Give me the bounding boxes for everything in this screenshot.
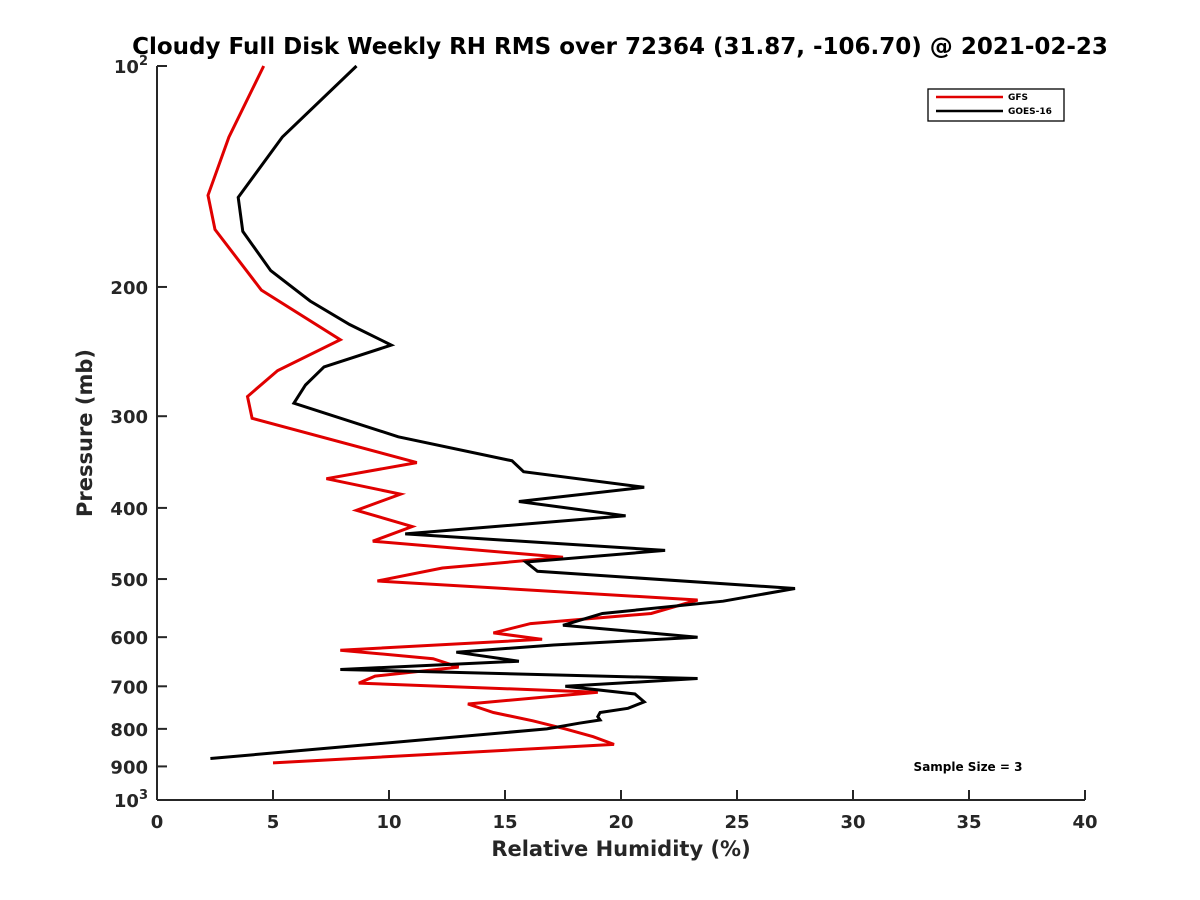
- legend-label-goes-16: GOES-16: [1008, 107, 1052, 117]
- plot-area: 0 5 10 15 20 25 30 35 40 102 200 300 400 500 600 700 800…: [110, 54, 1097, 833]
- y-tick-label: 700: [110, 677, 148, 698]
- x-tick-label: 40: [1072, 812, 1097, 833]
- x-tick-label: 15: [492, 812, 517, 833]
- y-tick-label: 900: [110, 757, 148, 778]
- x-axis-label: Relative Humidity (%): [491, 837, 750, 861]
- x-tick-label: 25: [724, 812, 749, 833]
- sample-size-annotation: Sample Size = 3: [914, 760, 1023, 774]
- y-tick-label: 300: [110, 407, 148, 428]
- y-tick-label: 800: [110, 720, 148, 741]
- legend-label-gfs: GFS: [1008, 93, 1028, 103]
- y-tick-label: 500: [110, 570, 148, 591]
- x-tick-label: 5: [267, 812, 280, 833]
- y-tick-label: 600: [110, 628, 148, 649]
- y-axis-label: Pressure (mb): [73, 349, 97, 517]
- y-tick-label: 102: [114, 54, 148, 78]
- chart-title: Cloudy Full Disk Weekly RH RMS over 7236…: [132, 34, 1108, 60]
- x-tick-label: 0: [151, 812, 164, 833]
- legend: GFS GOES-16: [927, 88, 1065, 122]
- x-tick-label: 35: [956, 812, 981, 833]
- y-tick-label: 103: [114, 788, 148, 812]
- series-line-gfs: [206, 65, 699, 765]
- axes-layer: [156, 66, 1085, 801]
- y-tick-label: 200: [110, 278, 148, 299]
- x-tick-label: 20: [608, 812, 633, 833]
- legend-box: [927, 88, 1065, 122]
- x-tick-label: 10: [376, 812, 401, 833]
- x-tick-label: 30: [840, 812, 865, 833]
- series-line-goes-16: [210, 64, 796, 760]
- tick-layer: 0 5 10 15 20 25 30 35 40 102 200 300 400 500 600 700 800…: [110, 54, 1097, 833]
- y-tick-label: 400: [110, 499, 148, 520]
- series-layer: [206, 64, 796, 765]
